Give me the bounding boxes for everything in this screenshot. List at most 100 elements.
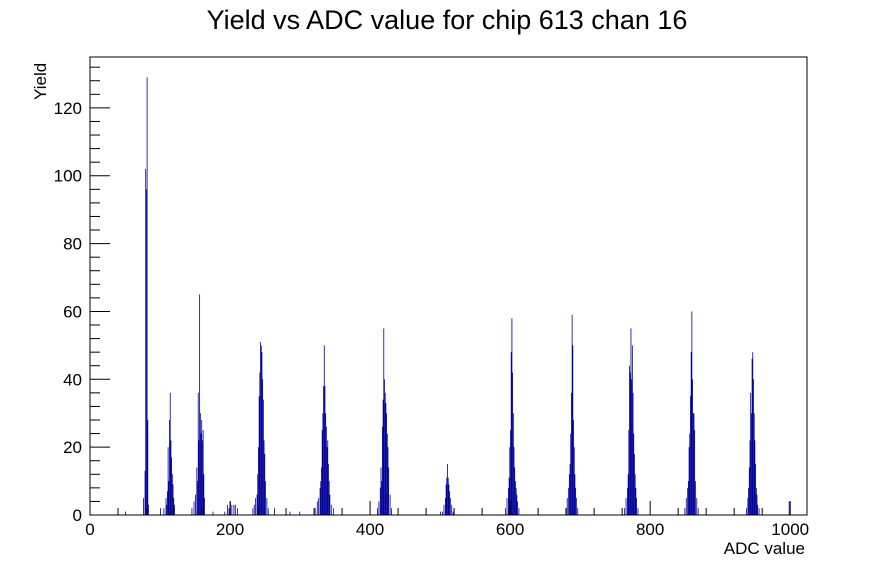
histogram-bar bbox=[508, 487, 509, 515]
histogram-bar bbox=[511, 318, 513, 515]
histogram-bar bbox=[326, 447, 328, 515]
histogram-bar bbox=[442, 511, 443, 515]
histogram-bar bbox=[255, 498, 257, 515]
histogram-bar bbox=[694, 481, 696, 515]
histogram-bar bbox=[690, 396, 691, 515]
histogram-bar bbox=[696, 498, 698, 515]
histogram-bar bbox=[262, 399, 264, 515]
x-tick-label: 0 bbox=[85, 520, 94, 539]
histogram-bar bbox=[691, 311, 693, 515]
histogram-bar bbox=[383, 328, 385, 515]
histogram-bar bbox=[755, 487, 757, 515]
histogram-bar bbox=[167, 491, 168, 515]
histogram-bar bbox=[754, 440, 756, 515]
histogram-bar bbox=[788, 501, 790, 515]
y-tick-label: 80 bbox=[63, 235, 82, 254]
x-axis: 0 200 400 600 800 1000 bbox=[85, 501, 809, 539]
histogram-bar bbox=[443, 504, 445, 515]
histogram-bar bbox=[168, 481, 170, 515]
histogram-bar bbox=[573, 420, 574, 515]
x-tick-label: 200 bbox=[216, 520, 244, 539]
y-tick-label: 0 bbox=[73, 506, 82, 525]
histogram-bar bbox=[170, 440, 172, 515]
histogram-bar bbox=[447, 477, 449, 515]
histogram-bar bbox=[204, 498, 205, 515]
y-tick-label: 100 bbox=[54, 167, 82, 186]
histogram-bar bbox=[323, 386, 324, 515]
histogram-bar bbox=[381, 426, 383, 515]
histogram-bar bbox=[748, 467, 750, 515]
histogram-bar bbox=[384, 379, 385, 515]
histogram-bar bbox=[684, 508, 686, 515]
histogram-bar bbox=[167, 447, 169, 515]
histogram-bar bbox=[378, 501, 380, 515]
histogram-bar bbox=[630, 328, 632, 515]
histogram-bar bbox=[314, 508, 316, 515]
histogram-bar bbox=[753, 413, 755, 515]
histogram-bar bbox=[440, 511, 441, 515]
histogram-bar bbox=[262, 379, 264, 515]
histogram-bar bbox=[449, 491, 451, 515]
histogram-bar bbox=[325, 413, 327, 515]
histogram-bar bbox=[212, 511, 214, 515]
histogram-bar bbox=[169, 392, 171, 515]
histogram-bar bbox=[506, 498, 508, 515]
histogram-bar bbox=[384, 392, 386, 515]
histogram-bar bbox=[388, 467, 390, 515]
histogram-bar bbox=[233, 504, 235, 515]
histogram-bar bbox=[148, 504, 149, 515]
histogram-bar bbox=[202, 430, 204, 515]
histogram-bar bbox=[165, 498, 167, 515]
histogram-bar bbox=[444, 498, 446, 515]
x-axis-title: ADC value bbox=[724, 539, 805, 558]
histogram-bar bbox=[635, 487, 637, 515]
histogram-bar bbox=[146, 189, 147, 516]
histogram-bar bbox=[632, 392, 634, 515]
histogram-bar bbox=[146, 77, 148, 515]
histogram-bar bbox=[631, 379, 633, 515]
histogram-bar bbox=[690, 352, 692, 515]
histogram-bar bbox=[628, 430, 630, 515]
histogram-bar bbox=[166, 504, 168, 515]
histogram-bar bbox=[197, 392, 199, 515]
histogram-bar bbox=[512, 372, 514, 515]
histogram-bar bbox=[172, 484, 174, 515]
histogram-bar bbox=[201, 420, 203, 515]
histogram-bar bbox=[516, 494, 518, 515]
histogram-bar bbox=[510, 430, 511, 515]
histogram-bar bbox=[203, 474, 205, 515]
histogram-bar bbox=[510, 352, 512, 515]
histogram-bar bbox=[325, 426, 327, 515]
histogram-bar bbox=[688, 447, 690, 515]
histogram-bar bbox=[257, 474, 259, 515]
histogram-bar bbox=[631, 345, 633, 515]
histogram-bar bbox=[228, 508, 230, 515]
histogram-bar bbox=[321, 430, 323, 515]
histogram-bar bbox=[627, 474, 629, 515]
histogram-bar bbox=[634, 453, 635, 515]
histogram-bar bbox=[571, 392, 572, 515]
histogram-bar bbox=[379, 487, 381, 515]
histogram-bar bbox=[694, 430, 696, 515]
histogram-bar bbox=[199, 413, 201, 515]
histogram-bar bbox=[231, 504, 233, 515]
histogram-bar bbox=[505, 508, 507, 515]
histogram-bar bbox=[752, 352, 754, 515]
histogram-bar bbox=[751, 358, 753, 515]
histogram-bar bbox=[685, 498, 687, 515]
histogram-bar bbox=[451, 504, 453, 515]
histogram-bar bbox=[512, 413, 514, 515]
histogram-bar bbox=[237, 508, 238, 515]
histogram-bar bbox=[173, 498, 175, 515]
histogram-bar bbox=[515, 487, 517, 515]
histogram-bar bbox=[264, 453, 266, 515]
histogram-bar bbox=[316, 501, 318, 515]
histogram-bar bbox=[515, 481, 516, 515]
histogram-bar bbox=[147, 420, 149, 515]
histogram-bar bbox=[568, 487, 570, 515]
histogram-bar bbox=[171, 457, 173, 515]
histogram-bar bbox=[625, 498, 627, 515]
histogram-bar bbox=[160, 508, 161, 515]
histogram-bar bbox=[321, 467, 322, 515]
